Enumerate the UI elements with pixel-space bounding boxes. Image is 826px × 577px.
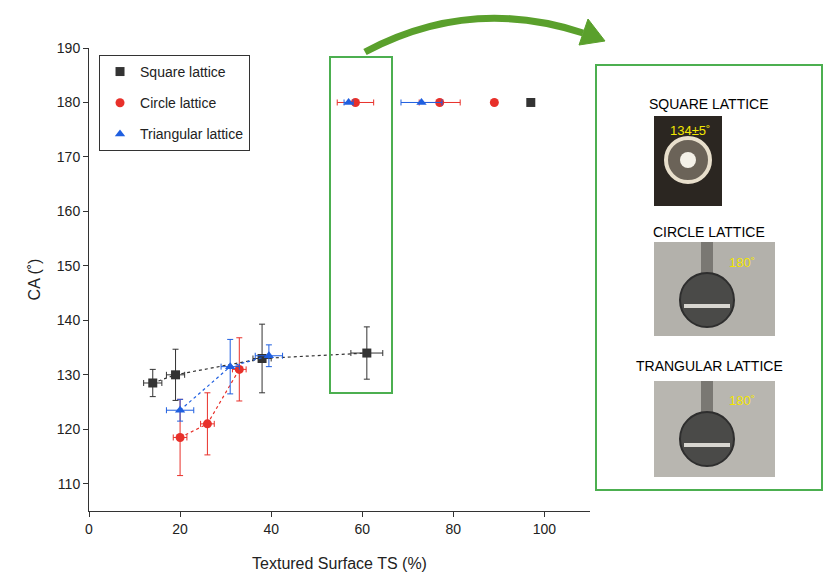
svg-text:120: 120 [57,421,81,437]
svg-text:Square lattice: Square lattice [140,64,226,80]
svg-text:140: 140 [57,312,81,328]
svg-text:0: 0 [85,521,93,537]
svg-text:TRANGULAR LATTICE: TRANGULAR LATTICE [636,358,783,374]
svg-text:190: 190 [57,40,81,56]
svg-text:180˚: 180˚ [729,255,755,270]
svg-text:CIRCLE LATTICE: CIRCLE LATTICE [653,224,765,240]
svg-text:40: 40 [263,521,279,537]
svg-text:180: 180 [57,94,81,110]
svg-text:Circle lattice: Circle lattice [140,95,216,111]
svg-text:Textured Surface TS (%): Textured Surface TS (%) [252,555,427,572]
svg-text:180˚: 180˚ [729,393,755,408]
svg-text:150: 150 [57,258,81,274]
svg-text:100: 100 [533,521,557,537]
svg-text:134±5˚: 134±5˚ [670,123,710,138]
svg-text:60: 60 [354,521,370,537]
svg-text:20: 20 [172,521,188,537]
svg-text:110: 110 [58,476,81,492]
svg-text:CA (˚): CA (˚) [26,259,43,301]
svg-text:80: 80 [446,521,462,537]
svg-text:130: 130 [57,367,81,383]
svg-text:160: 160 [57,203,81,219]
svg-text:Triangular lattice: Triangular lattice [140,126,243,142]
svg-text:170: 170 [57,149,81,165]
svg-text:SQUARE LATTICE: SQUARE LATTICE [649,96,769,112]
